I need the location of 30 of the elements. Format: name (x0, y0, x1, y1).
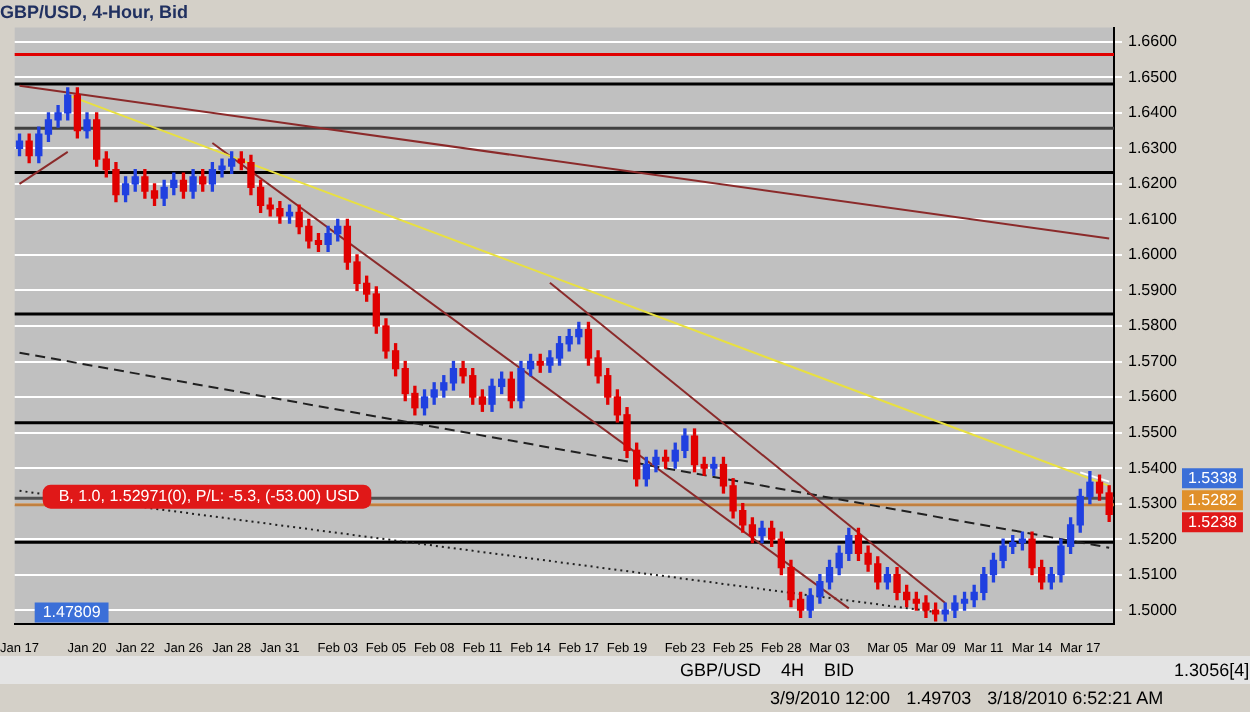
text: 1.49703 (906, 688, 972, 708)
y-tick-label: 1.6400 (1128, 103, 1179, 122)
y-tick-label: 1.5100 (1128, 565, 1179, 584)
text: 1.5238 (1188, 512, 1239, 531)
text: 3/18/2010 6:52:21 AM (987, 688, 1164, 708)
y-tick-label: 1.6000 (1128, 245, 1179, 264)
text: 1.5338 (1188, 468, 1239, 487)
y-tick-label: 1.5400 (1128, 458, 1179, 477)
text: 1.3056[4] (1174, 660, 1250, 680)
y-tick-label: 1.6600 (1128, 32, 1179, 51)
y-tick-label: 1.6200 (1128, 174, 1179, 193)
text: BID (824, 660, 855, 680)
text: 3/9/2010 12:00 (770, 688, 891, 708)
chart-title: GBP/USD, 4-Hour, Bid (0, 1, 189, 22)
y-tick-label: 1.5800 (1128, 316, 1179, 335)
y-tick-label: 1.5300 (1128, 494, 1179, 513)
text: 4H (781, 660, 805, 680)
text: GBP/USD (680, 660, 762, 680)
y-tick-label: 1.5600 (1128, 387, 1179, 406)
y-tick-label: 1.5900 (1128, 280, 1179, 299)
y-tick-label: 1.6100 (1128, 209, 1179, 228)
ref-line-label: B, 1.0, 1.52971(0), P/L: -5.3, (-53.00) USD (58, 487, 360, 506)
y-tick-label: 1.5500 (1128, 422, 1179, 441)
text: 1.5282 (1188, 490, 1239, 509)
y-tick-label: 1.6300 (1128, 138, 1179, 157)
y-tick-label: 1.5000 (1128, 600, 1179, 619)
y-tick-label: 1.6500 (1128, 67, 1179, 86)
y-tick-label: 1.5200 (1128, 529, 1179, 548)
annotation: 1.47809 (42, 602, 102, 621)
y-tick-label: 1.5700 (1128, 351, 1179, 370)
